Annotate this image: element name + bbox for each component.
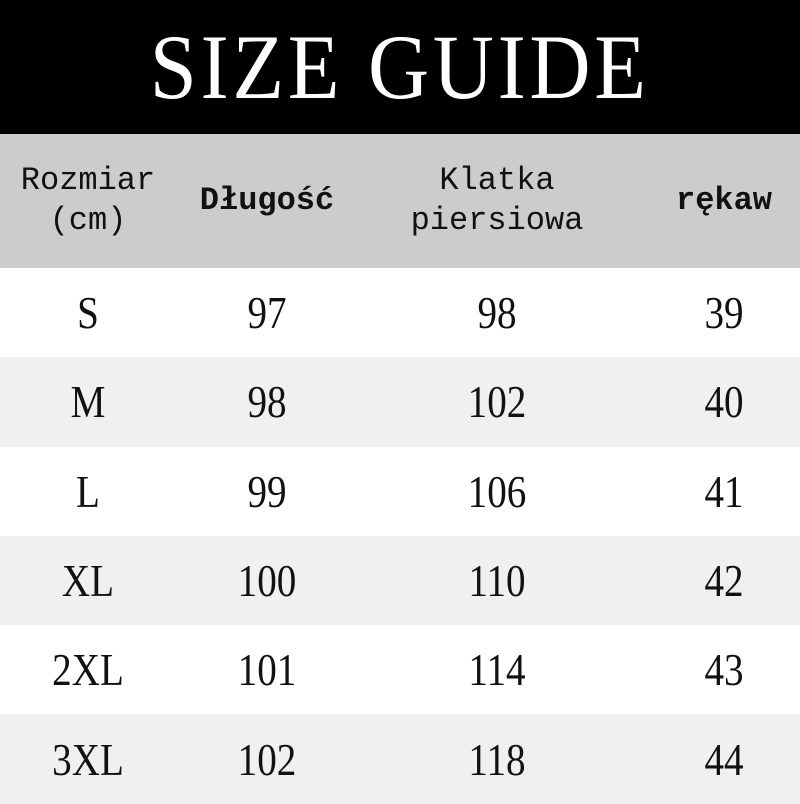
cell-value: L <box>76 465 100 517</box>
table-header: Rozmiar (cm) Długość Klatka piersiowa rękaw <box>0 134 800 268</box>
table-cell: 43 <box>701 625 747 714</box>
table-cell: 102 <box>233 714 302 803</box>
table-cell: 106 <box>463 447 532 536</box>
table-row: 3XL 102 118 44 <box>0 714 800 804</box>
table-cell: 110 <box>463 536 530 625</box>
cell-value: 43 <box>704 644 744 696</box>
size-table: Rozmiar (cm) Długość Klatka piersiowa rękaw… <box>0 134 800 804</box>
size-guide-title: SIZE GUIDE <box>0 0 800 134</box>
cell-value: 110 <box>468 555 526 607</box>
cell-value: 3XL <box>52 733 124 785</box>
table-cell: 100 <box>233 536 302 625</box>
column-header: Klatka piersiowa <box>410 162 584 239</box>
cell-value: 100 <box>237 555 297 607</box>
cell-value: S <box>77 287 99 339</box>
cell-value: 98 <box>247 376 287 428</box>
cell-value: 40 <box>704 376 744 428</box>
column-header: Długość <box>199 182 335 219</box>
table-cell: 40 <box>701 357 747 446</box>
cell-value: XL <box>61 555 115 607</box>
table-cell: 99 <box>244 447 290 536</box>
cell-value: 118 <box>468 733 526 785</box>
cell-value: 102 <box>467 376 527 428</box>
cell-value: 98 <box>477 287 517 339</box>
cell-value: 41 <box>704 465 744 517</box>
cell-value: 102 <box>237 733 297 785</box>
cell-value: M <box>70 376 106 428</box>
cell-value: 2XL <box>52 644 124 696</box>
table-cell: 102 <box>463 357 532 446</box>
cell-value: 44 <box>704 733 744 785</box>
column-header: Rozmiar (cm) <box>20 162 156 239</box>
table-cell: 3XL <box>46 714 130 803</box>
table-cell: 41 <box>701 447 747 536</box>
table-cell: L <box>74 447 102 536</box>
table-cell: 97 <box>244 268 290 357</box>
table-row: 2XL 101 114 43 <box>0 625 800 714</box>
table-cell: 114 <box>463 625 530 714</box>
table-row: L 99 106 41 <box>0 447 800 536</box>
cell-value: 114 <box>468 644 526 696</box>
table-cell: 42 <box>701 536 747 625</box>
table-cell: XL <box>57 536 118 625</box>
column-header: rękaw <box>675 182 773 219</box>
cell-value: 42 <box>704 555 744 607</box>
table-cell: 118 <box>463 714 530 803</box>
table-row: XL 100 110 42 <box>0 535 800 626</box>
cell-value: 101 <box>237 644 297 696</box>
cell-value: 99 <box>247 465 287 517</box>
table-cell: 39 <box>701 268 747 357</box>
cell-value: 39 <box>704 287 744 339</box>
title-text: SIZE GUIDE <box>150 16 650 118</box>
table-cell: 2XL <box>46 625 130 714</box>
table-row: S 97 98 39 <box>0 268 800 357</box>
table-cell: 44 <box>701 714 747 803</box>
cell-value: 97 <box>247 287 287 339</box>
table-cell: 98 <box>474 268 520 357</box>
table-cell: S <box>75 268 101 357</box>
table-row: M 98 102 40 <box>0 357 800 447</box>
table-cell: 98 <box>244 357 290 446</box>
table-cell: M <box>68 357 109 446</box>
cell-value: 106 <box>467 465 527 517</box>
table-cell: 101 <box>233 625 302 714</box>
